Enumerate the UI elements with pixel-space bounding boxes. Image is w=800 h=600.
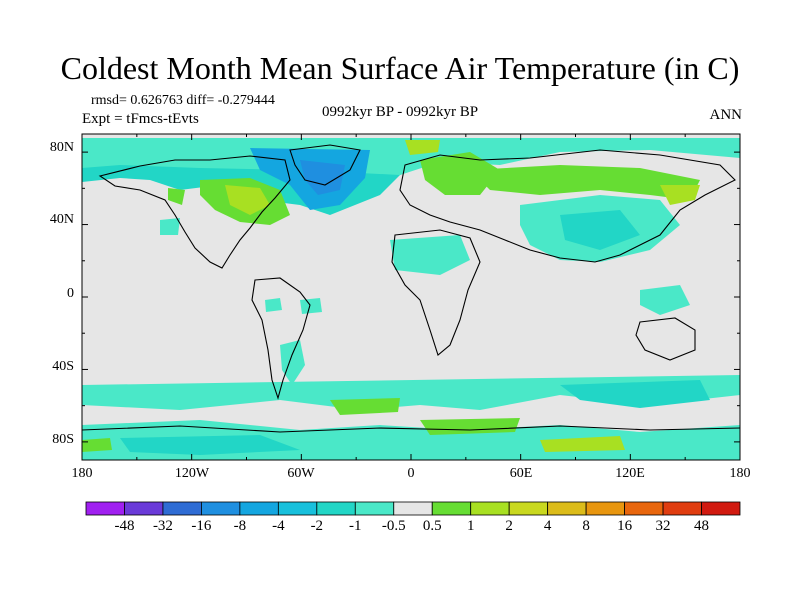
- colorbar-label: 2: [505, 518, 513, 534]
- axis-ticks: [81, 134, 741, 460]
- colorbar-label: 0.5: [422, 518, 442, 534]
- colorbar-label: 16: [617, 518, 633, 534]
- colorbar-label: -1: [349, 518, 362, 534]
- colorbar-swatch: [508, 501, 549, 516]
- colorbar-swatch: [701, 501, 741, 516]
- period-label: 0992kyr BP - 0992kyr BP: [322, 104, 479, 120]
- lon-tick-label: 180: [71, 466, 93, 481]
- lon-tick-label: 0: [407, 466, 415, 481]
- experiment-label: Expt = tFmcs-tEvts: [82, 111, 199, 127]
- positive-anomaly-regions: [82, 140, 700, 452]
- colorbar-swatch: [662, 501, 702, 516]
- colorbar-label: 4: [543, 518, 552, 534]
- lon-tick-label: 120W: [174, 466, 210, 481]
- colorbar-label: -2: [310, 518, 324, 534]
- lat-tick-label: 40S: [52, 359, 74, 374]
- lon-tick-label: 180: [729, 466, 751, 481]
- rmsd-stats: rmsd= 0.626763 diff= -0.279444: [91, 93, 275, 108]
- colorbar-swatch: [431, 501, 472, 516]
- colorbar-swatch: [585, 501, 625, 516]
- lon-tick-label: 60W: [287, 466, 315, 481]
- colorbar-swatch: [624, 501, 664, 516]
- colorbar-label: 32: [655, 518, 671, 534]
- map-title: Coldest Month Mean Surface Air Temperatu…: [60, 50, 740, 86]
- colorbar-swatch: [201, 501, 241, 516]
- colorbar-label: 1: [466, 518, 475, 534]
- colorbar-label: 8: [582, 518, 590, 534]
- colorbar: [85, 501, 741, 516]
- colorbar-label: -4: [272, 518, 285, 534]
- negative-anomaly-regions: [82, 138, 740, 460]
- colorbar-label: -32: [152, 518, 173, 534]
- colorbar-swatch: [354, 501, 395, 516]
- colorbar-label: -16: [191, 518, 212, 534]
- colorbar-label: -48: [114, 518, 135, 534]
- lon-tick-label: 120E: [615, 466, 645, 481]
- colorbar-label: -8: [233, 518, 247, 534]
- colorbar-swatch: [470, 501, 510, 516]
- coastlines: [82, 144, 740, 433]
- colorbar-swatch: [124, 501, 164, 516]
- lat-tick-label: 80S: [52, 432, 74, 447]
- lat-tick-label: 0: [67, 286, 74, 301]
- colorbar-swatch: [316, 501, 356, 516]
- lon-tick-label: 60E: [509, 466, 533, 481]
- colorbar-swatch: [162, 501, 202, 516]
- colorbar-swatch: [547, 501, 587, 516]
- colorbar-swatch: [277, 501, 318, 516]
- colorbar-swatch: [393, 501, 433, 516]
- colorbar-label: -0.5: [381, 518, 406, 534]
- colorbar-swatch: [85, 501, 125, 516]
- colorbar-label: 48: [694, 518, 710, 534]
- lat-tick-label: 40N: [49, 212, 74, 227]
- colorbar-swatch: [239, 501, 279, 516]
- season-label: ANN: [709, 107, 743, 123]
- lat-tick-label: 80N: [49, 140, 74, 155]
